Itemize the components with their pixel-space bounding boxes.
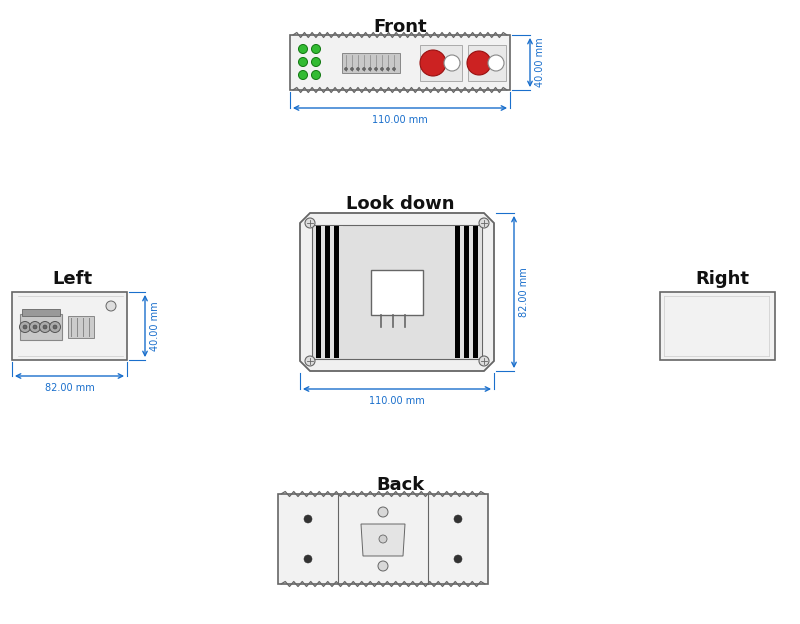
Circle shape xyxy=(298,44,307,54)
Circle shape xyxy=(304,515,312,523)
Circle shape xyxy=(33,325,37,329)
Bar xyxy=(316,226,321,358)
Bar xyxy=(290,35,510,90)
Text: 110.00 mm: 110.00 mm xyxy=(369,396,425,406)
Bar xyxy=(312,225,482,359)
Polygon shape xyxy=(300,213,494,371)
Bar xyxy=(68,316,94,338)
Circle shape xyxy=(311,44,321,54)
Bar xyxy=(342,53,400,73)
Circle shape xyxy=(311,57,321,67)
Text: 40.00 mm: 40.00 mm xyxy=(150,301,160,351)
Bar xyxy=(334,226,339,358)
Bar xyxy=(20,314,62,340)
Circle shape xyxy=(420,50,446,76)
Text: Right: Right xyxy=(695,270,749,288)
Circle shape xyxy=(305,218,315,228)
Bar xyxy=(371,270,423,315)
Circle shape xyxy=(374,67,378,71)
Text: 82.00 mm: 82.00 mm xyxy=(45,383,94,393)
Bar xyxy=(22,309,60,316)
Bar xyxy=(330,226,334,358)
Circle shape xyxy=(479,356,489,366)
Circle shape xyxy=(19,321,30,333)
Text: Left: Left xyxy=(52,270,92,288)
Bar xyxy=(339,226,343,358)
Text: Front: Front xyxy=(373,18,427,36)
Text: 110.00 mm: 110.00 mm xyxy=(372,115,428,125)
Bar xyxy=(469,226,473,358)
Bar xyxy=(278,494,488,584)
Circle shape xyxy=(454,515,462,523)
Circle shape xyxy=(304,555,312,563)
Bar xyxy=(464,226,469,358)
Circle shape xyxy=(362,67,366,71)
Bar xyxy=(420,45,462,81)
Circle shape xyxy=(298,57,307,67)
Circle shape xyxy=(357,67,359,71)
Circle shape xyxy=(369,67,371,71)
Circle shape xyxy=(30,321,41,333)
Bar xyxy=(473,226,478,358)
Bar xyxy=(325,226,330,358)
Circle shape xyxy=(39,321,50,333)
Circle shape xyxy=(298,71,307,79)
Circle shape xyxy=(50,321,61,333)
Bar xyxy=(455,226,460,358)
Bar xyxy=(468,45,506,81)
Text: Back: Back xyxy=(376,476,424,494)
Circle shape xyxy=(350,67,354,71)
Circle shape xyxy=(488,55,504,71)
Circle shape xyxy=(444,55,460,71)
Bar xyxy=(460,226,464,358)
Circle shape xyxy=(378,507,388,517)
Circle shape xyxy=(454,555,462,563)
Text: 82.00 mm: 82.00 mm xyxy=(519,267,529,317)
Circle shape xyxy=(345,67,347,71)
Circle shape xyxy=(305,356,315,366)
Circle shape xyxy=(106,301,116,311)
Circle shape xyxy=(378,561,388,571)
Circle shape xyxy=(386,67,390,71)
Text: 40.00 mm: 40.00 mm xyxy=(535,37,545,87)
Bar xyxy=(660,292,775,360)
Circle shape xyxy=(467,51,491,75)
Bar xyxy=(321,226,325,358)
Bar xyxy=(12,292,127,360)
Circle shape xyxy=(23,325,27,329)
Circle shape xyxy=(479,218,489,228)
Circle shape xyxy=(43,325,47,329)
Polygon shape xyxy=(361,524,405,556)
Circle shape xyxy=(379,535,387,543)
Circle shape xyxy=(381,67,383,71)
Bar xyxy=(478,226,482,358)
Circle shape xyxy=(393,67,395,71)
Circle shape xyxy=(311,71,321,79)
Text: Look down: Look down xyxy=(346,195,454,213)
Circle shape xyxy=(53,325,57,329)
